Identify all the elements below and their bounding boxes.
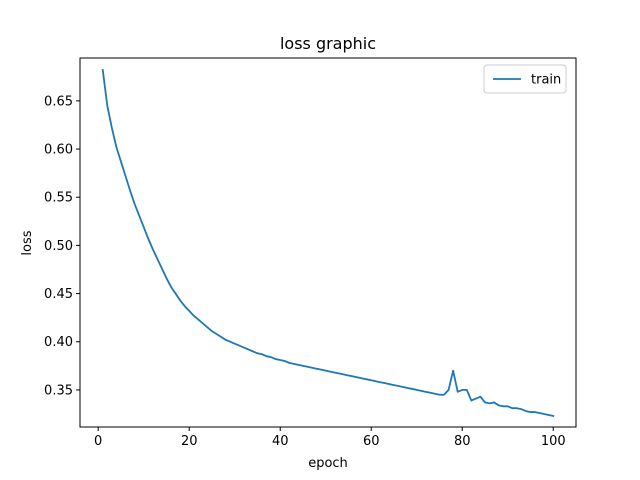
chart-title: loss graphic (280, 34, 376, 53)
y-tick-label: 0.55 (44, 191, 73, 206)
legend-label-train: train (531, 73, 561, 88)
y-tick-label: 0.35 (44, 383, 73, 398)
y-tick-label: 0.60 (44, 143, 73, 158)
y-tick-label: 0.40 (44, 335, 73, 350)
x-axis-title: epoch (308, 456, 348, 471)
plot-area: 0 20 40 60 80 100 0.35 0.40 0.45 0.50 0.55 0.60 0.65… (44, 57, 577, 449)
y-tick-label: 0.45 (44, 287, 73, 302)
x-tick-label: 60 (363, 434, 380, 449)
y-axis-title: loss (20, 230, 35, 255)
series-line-train (101, 69, 555, 417)
y-tick-label: 0.65 (44, 94, 73, 109)
x-tick-label: 40 (272, 434, 289, 449)
axes-frame (79, 57, 577, 428)
x-tick-label: 0 (94, 434, 102, 449)
x-tick-label: 80 (454, 434, 471, 449)
y-tick-label: 0.50 (44, 239, 73, 254)
x-tick-label: 100 (541, 434, 566, 449)
legend-box (483, 64, 567, 94)
x-tick-label: 20 (181, 434, 198, 449)
